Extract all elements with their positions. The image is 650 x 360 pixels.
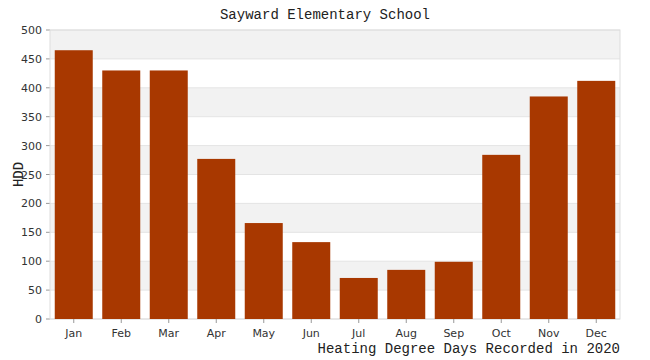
bar — [435, 262, 473, 319]
tick-mark — [46, 261, 50, 262]
tick-mark — [46, 319, 50, 320]
bar — [340, 278, 378, 319]
tick-mark — [46, 58, 50, 59]
bars — [55, 50, 616, 319]
bar — [292, 242, 330, 319]
x-tick-label: Nov — [538, 327, 560, 340]
y-axis-label: HDD — [11, 162, 27, 187]
y-tick-label: 0 — [35, 313, 42, 326]
bar — [245, 223, 283, 319]
x-tick-mark — [358, 319, 359, 323]
y-tick-label: 500 — [21, 24, 42, 37]
x-tick-mark — [121, 319, 122, 323]
grid: 050100150200250300350400450500 — [21, 24, 620, 326]
x-tick-mark — [406, 319, 407, 323]
x-tick-label: Aug — [396, 327, 417, 340]
bar — [387, 270, 425, 319]
bar — [530, 96, 568, 319]
x-tick-label: Jan — [64, 327, 82, 340]
grid-band — [50, 30, 620, 59]
tick-mark — [46, 87, 50, 88]
bar — [577, 81, 615, 319]
x-tick-label: Dec — [586, 327, 607, 340]
x-axis-label: Heating Degree Days Recorded in 2020 — [318, 341, 620, 357]
tick-mark — [46, 116, 50, 117]
x-tick-label: Sep — [443, 327, 464, 340]
x-tick-mark — [501, 319, 502, 323]
tick-mark — [46, 145, 50, 146]
x-tick-label: Apr — [207, 327, 227, 340]
bar — [150, 70, 188, 319]
tick-mark — [46, 174, 50, 175]
x-tick-mark — [216, 319, 217, 323]
x-tick-label: Oct — [492, 327, 512, 340]
chart: 050100150200250300350400450500JanFebMarA… — [0, 0, 650, 360]
tick-mark — [46, 30, 50, 31]
y-tick-label: 100 — [21, 255, 42, 268]
grid-line — [50, 58, 620, 59]
x-axis: Jan Feb Mar Apr May Jun Jul Aug Sep Oct Nov Dec — [64, 319, 607, 340]
x-tick-mark — [311, 319, 312, 323]
x-tick-mark — [548, 319, 549, 323]
y-tick-label: 400 — [21, 82, 42, 95]
plot-frame — [50, 30, 620, 319]
page: {"chart_data": {"type": "bar", "title": … — [0, 0, 650, 360]
y-tick-label: 450 — [21, 53, 42, 66]
x-tick-label: May — [252, 327, 275, 340]
y-tick-label: 50 — [28, 284, 42, 297]
x-tick-label: Mar — [158, 327, 179, 340]
x-tick-mark — [453, 319, 454, 323]
x-tick-mark — [73, 319, 74, 323]
bar — [482, 155, 520, 319]
bar — [55, 50, 93, 319]
bar — [102, 70, 140, 319]
y-tick-label: 350 — [21, 111, 42, 124]
tick-mark — [46, 232, 50, 233]
x-tick-label: Jul — [351, 327, 365, 340]
x-tick-mark — [263, 319, 264, 323]
y-tick-label: 200 — [21, 197, 42, 210]
tick-mark — [46, 290, 50, 291]
x-tick-label: Jun — [302, 327, 320, 340]
title: Sayward Elementary School — [220, 7, 430, 23]
bar — [197, 159, 235, 319]
x-tick-label: Feb — [112, 327, 131, 340]
tick-mark — [46, 203, 50, 204]
x-tick-mark — [168, 319, 169, 323]
y-tick-label: 300 — [21, 140, 42, 153]
x-tick-mark — [596, 319, 597, 323]
y-tick-label: 150 — [21, 226, 42, 239]
